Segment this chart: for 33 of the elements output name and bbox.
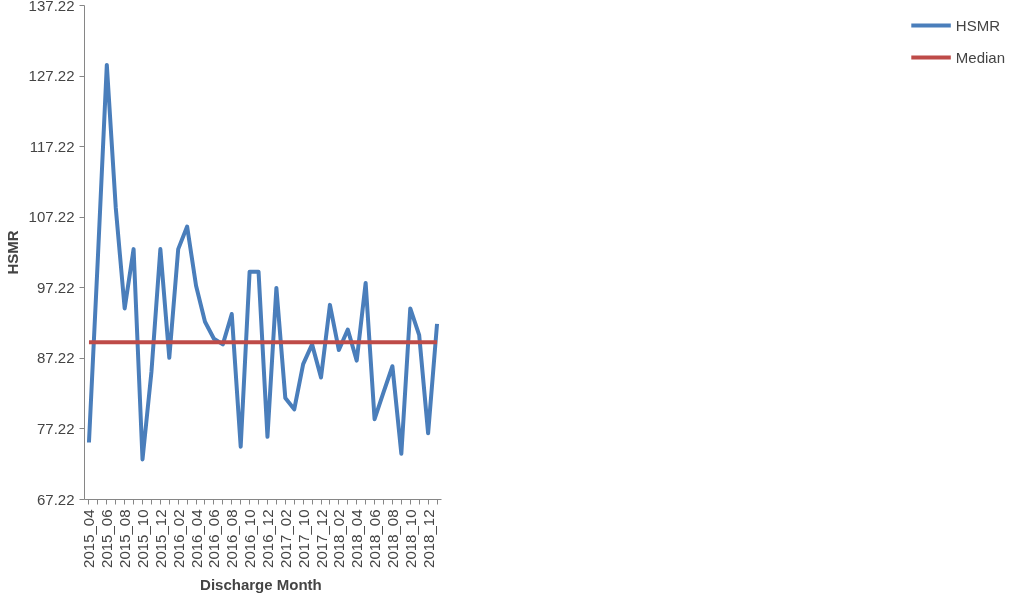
x-axis-title: Discharge Month	[200, 575, 322, 593]
y-tick-label: 117.22	[29, 137, 75, 155]
x-tick-label: 2016_08	[223, 509, 241, 568]
y-axis-title: HSMR	[3, 230, 21, 275]
legend-label: Median	[955, 48, 1005, 66]
x-tick-label: 2018_04	[348, 509, 366, 568]
x-tick-label: 2018_02	[330, 509, 348, 568]
y-tick-label: 137.22	[28, 0, 75, 14]
x-tick-label: 2015_04	[80, 509, 98, 568]
y-tick-label: 77.22	[36, 419, 75, 437]
x-tick-label: 2017_10	[294, 509, 312, 568]
x-tick-label: 2018_06	[366, 509, 384, 568]
y-tick-label: 67.22	[36, 490, 75, 508]
x-tick-label: 2018_10	[401, 509, 419, 568]
x-tick-label: 2016_12	[258, 509, 276, 568]
x-tick-label: 2018_08	[383, 509, 401, 568]
y-tick-label: 97.22	[36, 278, 75, 296]
x-tick-label: 2016_10	[241, 509, 259, 568]
x-tick-label: 2016_02	[169, 509, 187, 568]
legend-label: HSMR	[955, 16, 1000, 34]
x-tick-label: 2018_12	[419, 509, 437, 568]
x-tick-label: 2015_08	[116, 509, 134, 568]
x-tick-label: 2017_02	[276, 509, 294, 568]
y-tick-label: 107.22	[28, 208, 75, 226]
line-series	[86, 62, 440, 462]
x-tick-label: 2016_04	[187, 509, 205, 568]
x-tick-label: 2016_06	[205, 509, 223, 568]
x-tick-label: 2015_10	[134, 509, 152, 568]
x-tick-label: 2017_12	[312, 509, 330, 568]
y-tick-label: 127.22	[28, 67, 75, 85]
x-tick-label: 2015_06	[98, 509, 116, 568]
y-tick-label: 87.22	[36, 349, 75, 367]
x-tick-label: 2015_12	[151, 509, 169, 568]
